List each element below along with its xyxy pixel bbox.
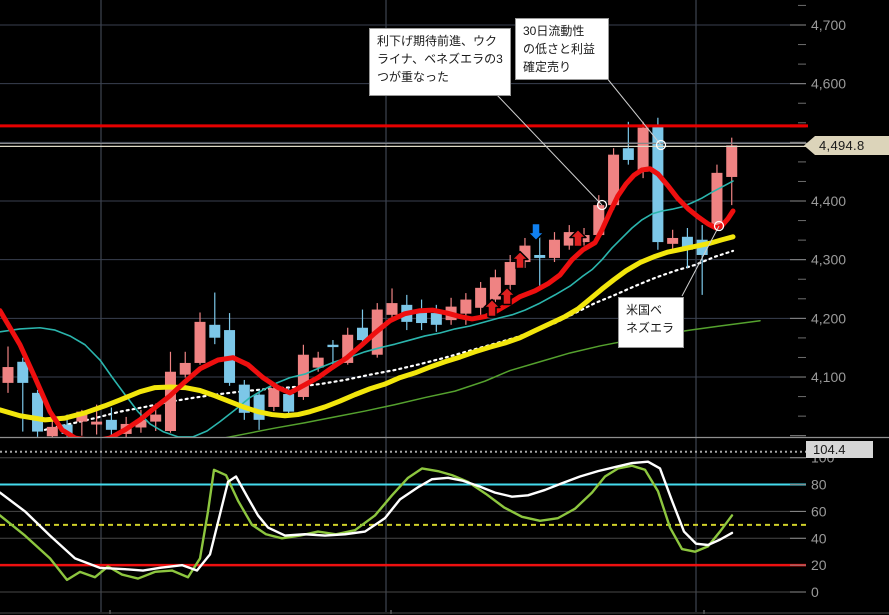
osc-tick-label: 20 xyxy=(811,557,827,573)
annotation-box-us-venezuela: 米国ベ ネズエラ xyxy=(618,297,684,348)
osc-tick-label: 80 xyxy=(811,477,827,493)
bull-candle xyxy=(135,419,147,428)
bull-candle xyxy=(726,145,738,177)
annotation-callouts xyxy=(496,76,725,297)
bear-candle xyxy=(283,394,295,412)
bear-candle xyxy=(356,327,368,341)
bull-candle xyxy=(164,371,176,431)
bull-candle xyxy=(519,245,531,263)
bull-candle xyxy=(548,239,560,258)
current-price-tag: 4,494.8 xyxy=(804,136,889,155)
bull-candle xyxy=(2,367,14,383)
bear-candle xyxy=(327,344,339,348)
bull-candle xyxy=(386,303,398,315)
bear-candle xyxy=(253,394,265,420)
bear-candle xyxy=(681,236,693,250)
bear-candle xyxy=(622,148,634,160)
bull-candle xyxy=(578,235,590,243)
ma-red-line xyxy=(0,166,736,438)
ma-yellow-line xyxy=(0,234,736,423)
price-tick-label: 4,300 xyxy=(811,252,846,268)
up-arrow-icon xyxy=(498,286,516,306)
bear-candle xyxy=(17,361,29,383)
bear-candle xyxy=(32,392,44,432)
bull-candle xyxy=(194,321,206,363)
bull-candle xyxy=(504,262,516,285)
callout-target-circle xyxy=(596,199,608,211)
price-tick-label: 4,700 xyxy=(811,17,846,33)
osc-tick-label: 40 xyxy=(811,530,827,546)
oscillator-white-line xyxy=(0,460,734,572)
right-price-axis: 4,7004,6004,4004,3004,2004,1001008060402… xyxy=(790,4,846,600)
bull-candle xyxy=(342,334,354,363)
price-tick-label: 4,100 xyxy=(811,369,846,385)
indicator-value-tag: 104.4 xyxy=(806,441,873,458)
annotation-box-liquidity: 30日流動性 の低さと利益 確定売り xyxy=(515,18,609,80)
bull-candle xyxy=(150,414,162,422)
bull-candle xyxy=(563,232,575,246)
up-arrow-icon xyxy=(569,228,587,248)
signal-markers xyxy=(483,222,587,318)
bear-candle xyxy=(238,384,250,413)
callout-line xyxy=(496,94,603,206)
bear-candle xyxy=(105,419,117,430)
price-tick-label: 4,600 xyxy=(811,76,846,92)
callout-line xyxy=(681,225,720,297)
bull-candle xyxy=(91,421,103,425)
bull-candle xyxy=(297,354,309,397)
bull-candle xyxy=(312,357,324,368)
ma-cyan-line xyxy=(0,180,734,438)
bear-candle xyxy=(61,424,73,434)
bear-candle xyxy=(430,313,442,325)
bull-candle xyxy=(475,287,487,308)
bull-candle xyxy=(179,362,191,375)
oscillator-green-line xyxy=(0,464,734,582)
bull-candle xyxy=(268,388,280,407)
bull-candle xyxy=(46,426,58,437)
bear-candle xyxy=(209,324,221,338)
bull-candle xyxy=(667,237,679,244)
oscillator-panel xyxy=(0,450,806,593)
price-tick-label: 4,400 xyxy=(811,193,846,209)
bear-candle xyxy=(534,254,546,258)
up-arrow-icon xyxy=(511,250,529,270)
vertical-gridlines xyxy=(100,0,705,614)
up-arrow-icon xyxy=(483,298,501,318)
osc-tick-label: 0 xyxy=(811,584,819,600)
callout-target-circle xyxy=(713,220,725,232)
bear-candle xyxy=(416,311,428,324)
bull-candle xyxy=(593,205,605,236)
bull-candle xyxy=(76,411,88,422)
callout-target-circle xyxy=(655,139,667,151)
bull-candle xyxy=(489,277,501,300)
osc-tick-label: 60 xyxy=(811,503,827,519)
bull-candle xyxy=(460,299,472,314)
bull-candle xyxy=(637,127,649,172)
annotation-box-rate-cut: 利下げ期待前進、ウク ライナ、ベネズエラの3 つが重なった xyxy=(369,28,511,96)
price-panel xyxy=(0,24,806,438)
bull-candle xyxy=(608,154,620,206)
down-arrow-icon xyxy=(527,222,545,242)
price-tick-label: 4,200 xyxy=(811,310,846,326)
bull-candle xyxy=(711,172,723,226)
bear-candle xyxy=(652,127,664,243)
callout-line xyxy=(605,76,662,146)
